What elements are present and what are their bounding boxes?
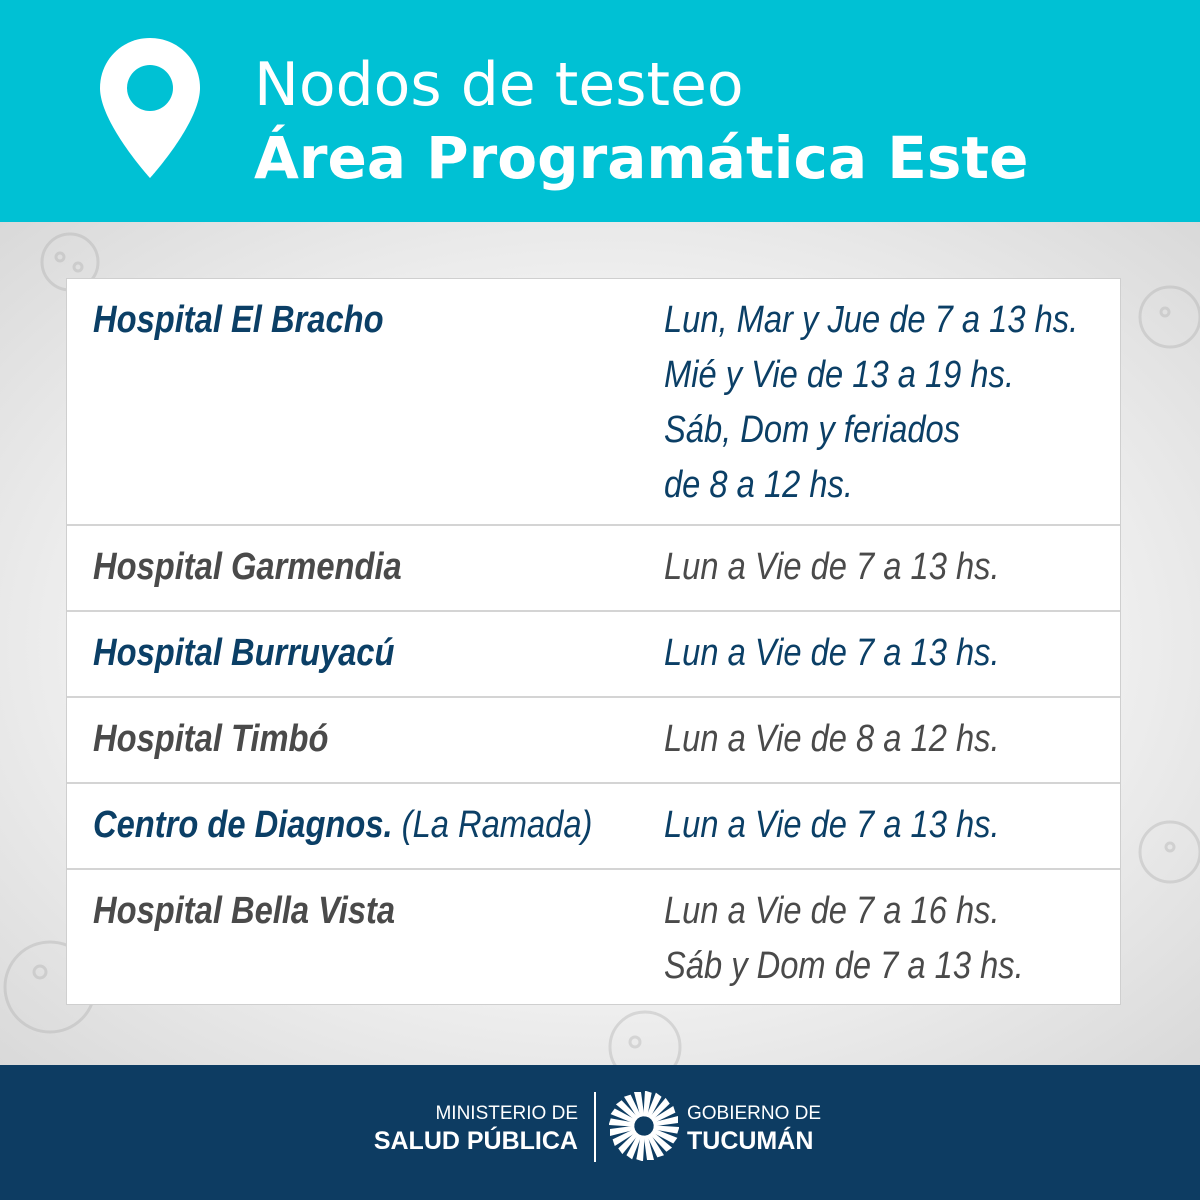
schedule-line: Lun a Vie de 7 a 13 hs. [664, 546, 1000, 588]
schedule-line: Lun a Vie de 7 a 13 hs. [664, 804, 1000, 846]
location-name-sub: (La Ramada) [392, 804, 593, 846]
schedule-line: Lun a Vie de 7 a 16 hs. [664, 890, 1000, 932]
ministry-line1: MINISTERIO DE [435, 1103, 578, 1124]
gov-line1: GOBIERNO DE [687, 1103, 822, 1124]
logo-ray [646, 1133, 665, 1158]
header-banner: Nodos de testeo Área Programática Este [0, 0, 1200, 222]
schedule-line: Lun a Vie de 8 a 12 hs. [664, 718, 1000, 760]
virus-icon [608, 1010, 682, 1072]
schedule-line: Lun a Vie de 7 a 13 hs. [664, 632, 1000, 674]
ministry-line2: SALUD PÚBLICA [373, 1127, 578, 1155]
footer: MINISTERIO DE SALUD PÚBLICA GOBIERNO DE … [0, 1065, 1200, 1200]
subtitle-main: Área Programática [254, 124, 888, 192]
virus-icon [1138, 820, 1200, 884]
table-row: Hospital Burruyacú Lun a Vie de 7 a 13 h… [67, 612, 1120, 698]
logo-ray [618, 1131, 639, 1155]
schedule-table: Hospital El Bracho Lun, Mar y Jue de 7 a… [66, 278, 1121, 1005]
table-row: Hospital Timbó Lun a Vie de 8 a 12 hs. [67, 698, 1120, 784]
logo-ray [612, 1128, 637, 1147]
logo-ray [651, 1128, 678, 1144]
location-name: Hospital Bella Vista [93, 890, 396, 932]
location-name-main: Centro de Diagnos. [93, 804, 393, 846]
schedule: Lun a Vie de 7 a 16 hs. Sáb y Dom de 7 a… [664, 884, 1024, 994]
logo-ray [643, 1135, 654, 1160]
logo-ray [649, 1131, 673, 1152]
location-name: Centro de Diagnos. (La Ramada) [93, 798, 592, 853]
schedule-line: Sáb, Dom y feriados [664, 409, 961, 451]
table-row: Hospital Garmendia Lun a Vie de 7 a 13 h… [67, 526, 1120, 612]
location-name: Hospital Timbó [93, 718, 329, 760]
page-title: Nodos de testeo [254, 50, 744, 120]
logo-ray [643, 1091, 652, 1117]
table-row: Hospital Bella Vista Lun a Vie de 7 a 16… [67, 870, 1120, 1004]
logo-ray [609, 1118, 635, 1127]
subtitle-bold: Este [887, 124, 1029, 192]
virus-icon [1138, 285, 1200, 349]
schedule-line: Sáb y Dom de 7 a 13 hs. [664, 945, 1024, 987]
logo-ray [653, 1125, 679, 1134]
logo-ray [610, 1125, 635, 1136]
schedule-line: Lun, Mar y Jue de 7 a 13 hs. [664, 299, 1079, 341]
logo-ray [634, 1092, 645, 1117]
schedule-line: de 8 a 12 hs. [664, 464, 853, 506]
logo-ray [636, 1135, 645, 1161]
logo-ray [610, 1108, 637, 1124]
logo-ray [615, 1100, 639, 1121]
schedule-line: Mié y Vie de 13 a 19 hs. [664, 354, 1015, 396]
logo-ray [626, 1133, 642, 1160]
map-pin-icon [100, 38, 200, 178]
logo-ray [646, 1092, 662, 1119]
logo-ray [651, 1105, 676, 1124]
table-row: Centro de Diagnos. (La Ramada) Lun a Vie… [67, 784, 1120, 870]
schedule: Lun, Mar y Jue de 7 a 13 hs. Mié y Vie d… [664, 293, 1078, 513]
logo-ray [653, 1116, 678, 1127]
location-name: Hospital Burruyacú [93, 632, 395, 674]
table-row: Hospital El Bracho Lun, Mar y Jue de 7 a… [67, 279, 1120, 526]
logo-ray [623, 1094, 642, 1119]
divider [594, 1092, 596, 1162]
gov-line2: TUCUMÁN [687, 1127, 814, 1155]
location-name: Hospital El Bracho [93, 299, 384, 341]
tucuman-logo-icon [609, 1091, 679, 1161]
logo-ray [649, 1097, 670, 1121]
location-name: Hospital Garmendia [93, 546, 402, 588]
page-subtitle: Área Programática Este [254, 124, 1029, 192]
